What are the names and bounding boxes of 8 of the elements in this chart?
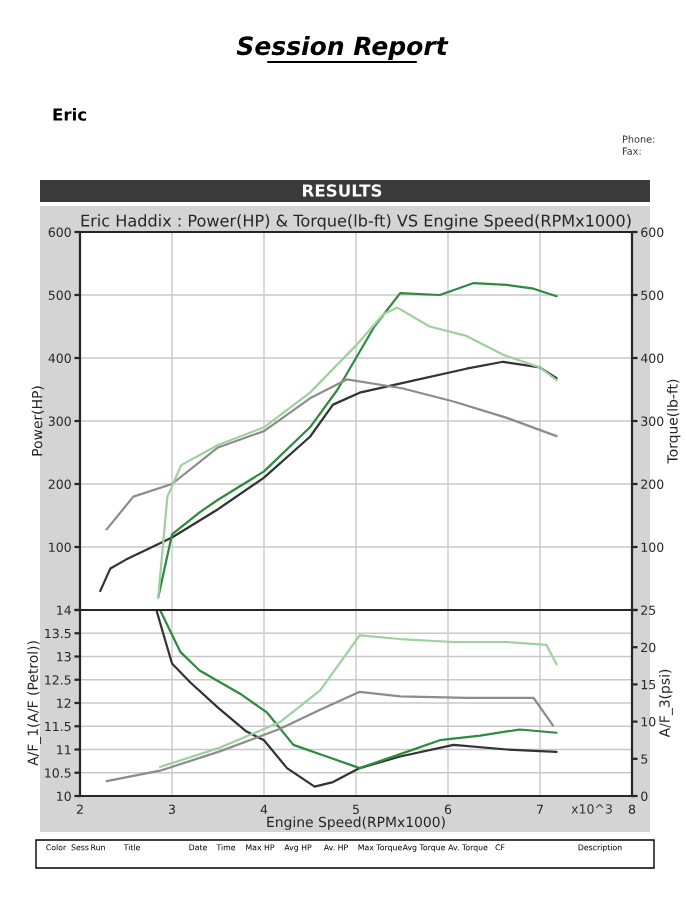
line-series [105, 690, 554, 783]
text: Session Report [236, 35, 449, 61]
line-series [158, 634, 558, 769]
chart-title: Eric Haddix : Power(HP) & Torque(lb-ft) VS Engine Speed(RPMx1000) [81, 214, 631, 230]
text: RESULTS [303, 184, 382, 197]
line-series [105, 378, 558, 531]
line-series [99, 360, 558, 593]
text: Eric [53, 107, 87, 121]
